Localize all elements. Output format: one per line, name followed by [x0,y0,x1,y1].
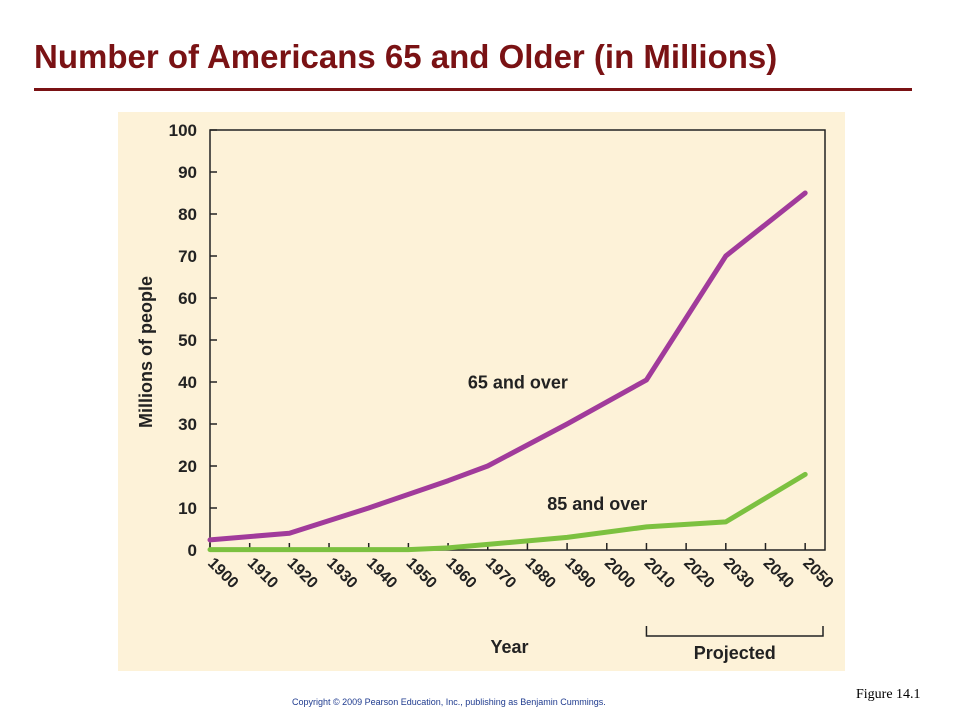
projected-label: Projected [694,643,776,663]
plot-frame [209,129,826,551]
projected-bracket [645,626,824,637]
y-tick-label: 60 [178,289,197,308]
y-tick-label: 40 [178,373,197,392]
title-divider [34,88,912,91]
x-tick-label: 1980 [522,555,559,592]
y-tick-label: 10 [178,499,197,518]
x-tick-label: 2000 [601,555,638,592]
copyright-notice: Copyright © 2009 Pearson Education, Inc.… [292,697,606,707]
y-tick-label: 20 [178,457,197,476]
y-tick-label: 90 [178,163,197,182]
x-tick-label: 1990 [561,555,598,592]
x-tick-label: 1970 [482,555,519,592]
x-tick-label: 1940 [363,555,400,592]
x-axis-label: Year [490,637,528,657]
x-tick-label: 2020 [680,555,717,592]
x-tick-label: 2030 [720,555,757,592]
y-tick-label: 70 [178,247,197,266]
x-tick-label: 1900 [204,555,241,592]
y-tick-label: 80 [178,205,197,224]
series-label-85-and-over: 85 and over [547,494,647,514]
x-tick-label: 1920 [284,555,321,592]
x-tick-label: 1950 [403,555,440,592]
series-label-65-and-over: 65 and over [468,372,568,392]
x-tick-label: 2050 [799,555,836,592]
figure-label: Figure 14.1 [856,687,921,702]
x-tick-label: 1910 [244,555,281,592]
x-tick-label: 2010 [641,555,678,592]
slide-title: Number of Americans 65 and Older (in Mil… [34,38,778,75]
y-tick-label: 50 [178,331,197,350]
x-tick-label: 1960 [442,555,479,592]
series-line-65-and-over [207,190,808,543]
x-tick-label: 2040 [760,555,797,592]
chart-panel: 0 10 20 30 40 50 60 70 80 90 100 1900 1910 1920 1930 19… [118,112,845,671]
y-tick-label: 100 [169,121,197,140]
y-tick-label: 30 [178,415,197,434]
y-axis-label: Millions of people [136,276,156,428]
series-line-85-and-over [207,471,808,553]
x-tick-label: 1930 [323,555,360,592]
y-tick-label: 0 [188,541,197,560]
